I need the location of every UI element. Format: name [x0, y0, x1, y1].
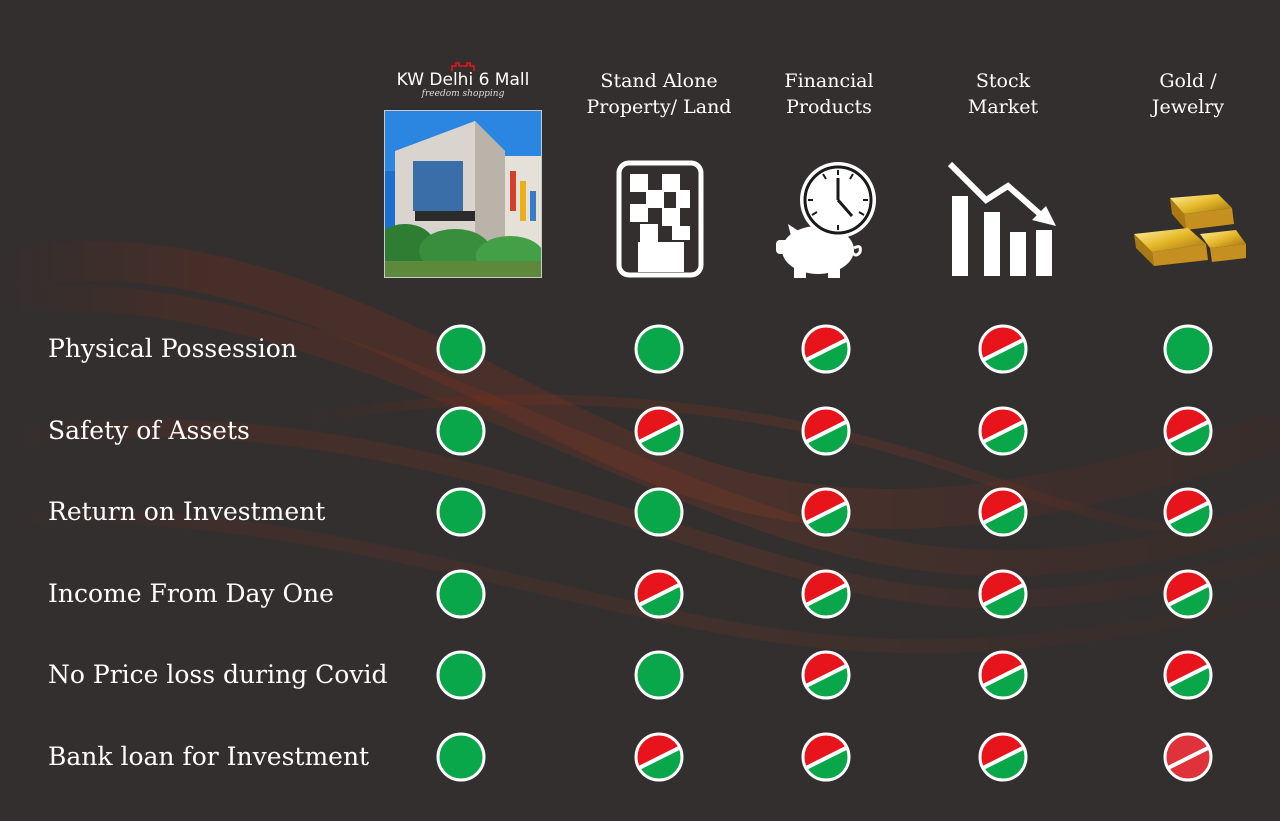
column-header-line: Stand Alone	[600, 70, 718, 92]
status-no-icon	[1163, 487, 1213, 537]
status-no-icon	[1163, 650, 1213, 700]
status-yes-icon	[436, 406, 486, 456]
column-header-line: Gold /	[1159, 70, 1217, 92]
brand-tagline: freedom shopping	[421, 89, 505, 99]
status-no-icon	[978, 569, 1028, 619]
column-header-line: Property/ Land	[586, 96, 732, 118]
mall-photo	[384, 110, 542, 278]
status-no-icon	[978, 732, 1028, 782]
status-no-icon	[801, 569, 851, 619]
row-label-return-on-investment: Return on Investment	[48, 497, 326, 526]
status-yes-icon	[436, 487, 486, 537]
status-no-icon	[801, 406, 851, 456]
status-no-icon	[634, 406, 684, 456]
status-yes-icon	[436, 324, 486, 374]
brand-name: KW Delhi 6 Mall	[396, 70, 530, 90]
building-icon	[616, 160, 704, 278]
downtrend-chart-icon	[946, 160, 1056, 276]
status-none-icon	[1163, 732, 1213, 782]
column-header-line: Jewelry	[1151, 96, 1225, 118]
status-no-icon	[1163, 406, 1213, 456]
column-header-gold: Gold / Jewelry	[1136, 68, 1240, 120]
status-yes-icon	[634, 324, 684, 374]
column-header-line: Market	[967, 96, 1039, 118]
column-header-line: Financial	[784, 70, 874, 92]
status-no-icon	[978, 487, 1028, 537]
status-no-icon	[634, 732, 684, 782]
row-label-income-from-day-one: Income From Day One	[48, 579, 334, 608]
column-header-line: Products	[786, 96, 872, 118]
status-yes-icon	[634, 650, 684, 700]
brand-arch-icon	[451, 62, 475, 71]
column-header-line: Stock	[975, 70, 1031, 92]
status-yes-icon	[634, 487, 684, 537]
status-yes-icon	[436, 650, 486, 700]
status-no-icon	[801, 732, 851, 782]
column-header-stock: Stock Market	[950, 68, 1056, 120]
row-label-bank-loan: Bank loan for Investment	[48, 742, 370, 771]
status-yes-icon	[436, 732, 486, 782]
status-no-icon	[978, 406, 1028, 456]
status-no-icon	[1163, 569, 1213, 619]
row-label-safety-of-assets: Safety of Assets	[48, 416, 250, 445]
status-yes-icon	[1163, 324, 1213, 374]
gold-bars-icon	[1134, 194, 1246, 266]
status-no-icon	[978, 324, 1028, 374]
column-header-financial: Financial Products	[770, 68, 888, 120]
status-no-icon	[801, 487, 851, 537]
row-label-physical-possession: Physical Possession	[48, 334, 297, 363]
piggy-bank-clock-icon	[776, 162, 876, 278]
status-no-icon	[634, 569, 684, 619]
status-no-icon	[801, 650, 851, 700]
status-no-icon	[978, 650, 1028, 700]
column-header-standalone: Stand Alone Property/ Land	[584, 68, 734, 120]
status-no-icon	[801, 324, 851, 374]
status-yes-icon	[436, 569, 486, 619]
row-label-no-price-loss: No Price loss during Covid	[48, 660, 388, 689]
brand-logo: KW Delhi 6 Mall freedom shopping	[385, 62, 541, 99]
